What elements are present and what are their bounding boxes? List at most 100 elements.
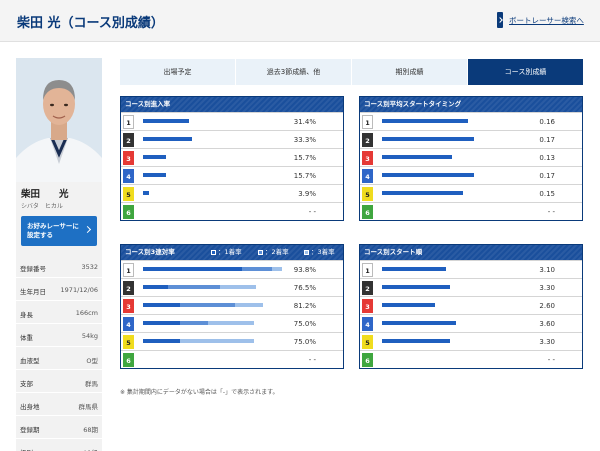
start-timing-title: コース別平均スタートタイミング	[360, 97, 582, 112]
back-link-label: ボートレーサー検索へ	[509, 15, 584, 25]
stat-value: 75.0%	[293, 320, 316, 328]
profile-info-row: 生年月日 1971/12/06	[16, 278, 102, 301]
profile-info-label: 血液型	[20, 357, 40, 365]
place-rate-panel: コース別3連対率 ：1着率 ：2着率 ：3着率 1 93.8% 2 76.5% 3 81.…	[120, 244, 344, 369]
third-place-bar	[271, 267, 282, 271]
page-header: 柴田 光（コース別成績） ボートレーサー検索へ	[0, 0, 600, 42]
profile-info-row: 身長 166cm	[16, 301, 102, 324]
lane-number-badge: 6	[362, 205, 373, 219]
second-place-bar	[242, 267, 272, 271]
lane-number-badge: 5	[362, 187, 373, 201]
legend-third: ：3着率	[304, 245, 335, 260]
stat-row: 5 3.30	[360, 332, 582, 350]
stat-row: 2 3.30	[360, 278, 582, 296]
stat-value: 0.16	[539, 118, 555, 126]
profile-info-value: 166cm	[75, 309, 98, 317]
first-place-bar	[143, 339, 180, 343]
stat-value: 0.13	[539, 154, 555, 162]
set-favorite-racer-button[interactable]: お好みレーサーに 設定する	[21, 216, 97, 246]
value-bar	[382, 137, 474, 141]
lane-number-badge: 4	[362, 317, 373, 331]
profile-info-label: 体重	[20, 334, 33, 342]
second-place-bar	[180, 321, 209, 325]
place-rate-title: コース別3連対率	[125, 248, 175, 256]
first-place-bar	[143, 285, 169, 289]
value-bar	[382, 285, 450, 289]
stat-row: 6 - -	[121, 202, 343, 220]
legend-third-swatch	[304, 250, 309, 255]
stat-value: 75.0%	[293, 338, 316, 346]
back-to-racer-search-link[interactable]: ボートレーサー検索へ	[497, 12, 584, 28]
stat-value: 15.7%	[293, 172, 316, 180]
page-title: 柴田 光（コース別成績）	[17, 16, 164, 31]
stat-row: 1 31.4%	[121, 112, 343, 130]
start-order-title: コース別スタート順	[360, 245, 582, 260]
tab-course-results[interactable]: コース別成績	[468, 59, 583, 85]
stat-value: 0.15	[539, 190, 555, 198]
chevron-right-icon	[497, 12, 503, 28]
stat-row: 6 - -	[121, 350, 343, 368]
value-bar	[143, 119, 190, 123]
profile-info-label: 登録期	[20, 426, 40, 434]
lane-number-badge: 1	[362, 115, 373, 129]
lane-number-badge: 3	[123, 299, 134, 313]
stat-value: 93.8%	[293, 266, 316, 274]
stat-row: 4 0.17	[360, 166, 582, 184]
lane-number-badge: 1	[362, 263, 373, 277]
stat-row: 4 75.0%	[121, 314, 343, 332]
legend-second-swatch	[258, 250, 263, 255]
value-bar	[143, 191, 149, 195]
third-place-bar	[234, 303, 264, 307]
lane-number-badge: 5	[123, 335, 134, 349]
lane-number-badge: 6	[123, 205, 134, 219]
stat-row: 3 0.13	[360, 148, 582, 166]
profile-info-value: A1級	[83, 447, 98, 451]
stat-row: 4 3.60	[360, 314, 582, 332]
stat-value: 81.2%	[293, 302, 316, 310]
stat-value: - -	[308, 356, 316, 364]
results-tabs: 出場予定 過去3節成績、他 期別成績 コース別成績	[120, 59, 583, 85]
stat-value: 31.4%	[293, 118, 316, 126]
favorite-button-label: お好みレーサーに 設定する	[27, 222, 79, 239]
value-bar	[143, 155, 167, 159]
stat-row: 6 - -	[360, 350, 582, 368]
profile-info-row: 出身地 群馬県	[16, 393, 102, 416]
profile-info-value: 3532	[81, 263, 98, 271]
lane-number-badge: 2	[362, 133, 373, 147]
tab-period-results[interactable]: 期別成績	[352, 59, 468, 85]
stat-row: 6 - -	[360, 202, 582, 220]
start-timing-panel: コース別平均スタートタイミング 1 0.16 2 0.17 3 0.13 4 0.17 5 0.1…	[359, 96, 583, 221]
profile-info-value: 群馬県	[78, 403, 99, 411]
lane-number-badge: 4	[123, 317, 134, 331]
lane-number-badge: 6	[123, 353, 134, 367]
lane-number-badge: 1	[123, 263, 134, 277]
legend-first: ：1着率	[211, 245, 242, 260]
value-bar	[143, 173, 167, 177]
lane-number-badge: 5	[123, 187, 134, 201]
second-place-bar	[180, 303, 235, 307]
stat-row: 3 2.60	[360, 296, 582, 314]
profile-info-row: 登録番号 3532	[16, 255, 102, 278]
lane-number-badge: 3	[362, 151, 373, 165]
stat-row: 2 76.5%	[121, 278, 343, 296]
tab-schedule[interactable]: 出場予定	[120, 59, 236, 85]
profile-info-label: 身長	[20, 311, 33, 319]
profile-info-label: 級別	[20, 447, 33, 451]
tab-past-results[interactable]: 過去3節成績、他	[236, 59, 352, 85]
value-bar	[382, 119, 469, 123]
first-place-bar	[143, 321, 180, 325]
stat-value: 15.7%	[293, 154, 316, 162]
racer-name-kana: シバタ ヒカル	[21, 203, 63, 210]
profile-info-label: 生年月日	[20, 288, 46, 296]
first-place-bar	[143, 267, 243, 271]
lane-number-badge: 4	[123, 169, 134, 183]
stat-row: 2 0.17	[360, 130, 582, 148]
stat-value: 33.3%	[293, 136, 316, 144]
profile-info-label: 登録番号	[20, 265, 46, 273]
lane-number-badge: 3	[123, 151, 134, 165]
first-place-bar	[143, 303, 180, 307]
third-place-bar	[219, 285, 257, 289]
profile-info-row: 登録期 68期	[16, 416, 102, 439]
profile-info-value: 群馬	[85, 380, 98, 388]
profile-info-row: 支部 群馬	[16, 370, 102, 393]
